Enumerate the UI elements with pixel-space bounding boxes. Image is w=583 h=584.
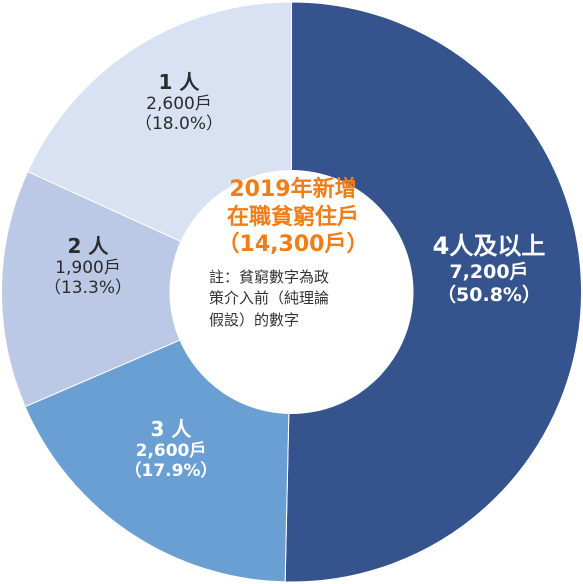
chart-note-line: 註：貧窮數字為政 (209, 267, 330, 286)
chart-title-line: （14,300戶） (217, 232, 369, 257)
slice-label-1: 1 人 2,600戶 （18.0%） (104, 70, 254, 135)
chart-note: 註：貧窮數字為政 策介入前（純理論 假設）的數字 (193, 267, 393, 332)
slice-percent: （13.3%） (43, 278, 132, 299)
donut-hole (169, 170, 414, 414)
slice-percent: （18.0%） (134, 114, 223, 135)
donut-center-text: 2019年新增 在職貧窮住戶 （14,300戶） 註：貧窮數字為政 策介入前（純… (193, 176, 393, 332)
slice-value: 2,600戶 (135, 441, 207, 461)
slice-percent: （17.9%） (124, 461, 218, 482)
chart-title-line: 在職貧窮住戶 (226, 204, 359, 230)
slice-value: 1,900戶 (55, 258, 121, 278)
slice-name: 1 人 (158, 70, 200, 94)
slice-label-3: 3 人 2,600戶 （17.9%） (96, 417, 246, 482)
chart-note-line: 假設）的數字 (209, 311, 300, 329)
slice-name: 4人及以上 (432, 232, 546, 260)
slice-value: 7,200戶 (449, 260, 529, 283)
slice-percent: （50.8%） (437, 283, 541, 306)
slice-label-2: 2 人 1,900戶 （13.3%） (18, 234, 158, 299)
donut-slice-0 (284, 1, 582, 583)
chart-title-line: 2019年新增 (229, 177, 357, 202)
chart-title: 2019年新增 在職貧窮住戶 （14,300戶） (193, 176, 393, 259)
slice-value: 2,600戶 (146, 94, 212, 114)
slice-name: 3 人 (150, 417, 192, 441)
donut-slice-2 (1, 170, 293, 408)
slice-name: 2 人 (67, 234, 109, 258)
slice-label-4-plus: 4人及以上 7,200戶 （50.8%） (404, 232, 574, 306)
chart-note-line: 策介入前（純理論 (209, 289, 330, 308)
